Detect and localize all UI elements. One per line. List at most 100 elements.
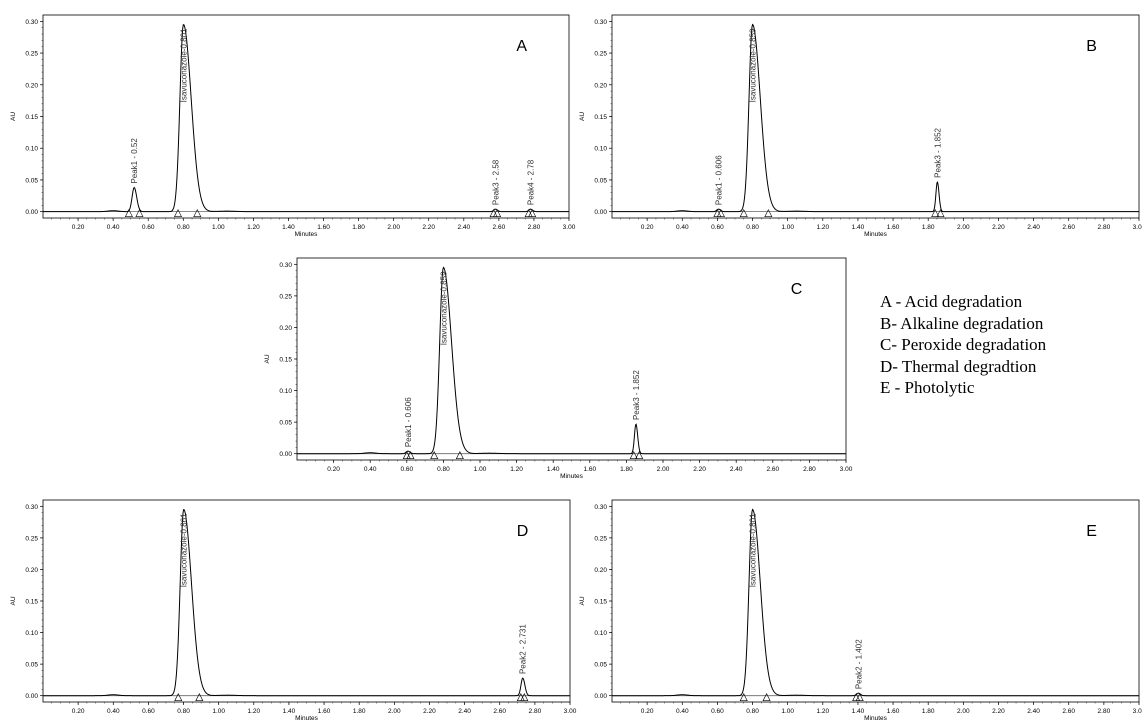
panel-d-peak-label-peak2-2-731: Peak2 - 2.731 — [519, 624, 528, 674]
panel-b-ytick-label: 0.20 — [594, 82, 607, 89]
panel-a-xtick-label: 3.00 — [563, 224, 576, 231]
panel-d-baseline-marker — [520, 693, 529, 701]
panel-e-peak-label-peak2-1-402: Peak2 - 1.402 — [854, 639, 863, 689]
panel-d-xtick-label: 1.00 — [212, 708, 225, 715]
panel-e-xtick-label: 1.20 — [816, 708, 829, 715]
panel-c-baseline-marker — [629, 451, 638, 459]
panel-a-baseline-marker — [528, 208, 537, 217]
panel-d-xtick-label: 3.00 — [564, 708, 577, 715]
panel-b-ytick-label: 0.05 — [594, 177, 607, 184]
panel-a-xtick-label: 0.60 — [142, 224, 155, 231]
panel-b-signal-trace — [612, 23, 1139, 213]
panel-a-xtick-label: 2.20 — [422, 224, 435, 231]
panel-d-ylabel: AU — [10, 596, 17, 605]
panel-d-xtick-label: 0.60 — [142, 708, 155, 715]
panel-a-ytick-label: 0.25 — [25, 51, 38, 58]
panel-c-ytick-label: 0.20 — [279, 325, 292, 332]
panel-b-xtick-label: 2.00 — [957, 224, 970, 231]
panel-a-xtick-label: 2.00 — [387, 224, 400, 231]
panel-a-ylabel: AU — [10, 112, 17, 121]
panel-b-ytick-label: 0.10 — [594, 146, 607, 153]
panel-c-xtick-label: 2.60 — [766, 466, 779, 473]
panel-e-ytick-label: 0.15 — [594, 599, 607, 606]
panel-c-xtick-label: 2.40 — [730, 466, 743, 473]
panel-c-baseline-marker — [430, 451, 439, 459]
panel-b-xtick-label: 1.40 — [852, 224, 865, 231]
panel-e-xtick-label: 1.60 — [887, 708, 900, 715]
panel-b-peak-label-peak3-1-852: Peak3 - 1.852 — [933, 127, 942, 177]
panel-a-xtick-label: 2.40 — [457, 224, 470, 231]
panel-e-ylabel: AU — [579, 596, 586, 605]
panel-c-peak-label-peak3-1-852: Peak3 - 1.852 — [632, 370, 641, 420]
panel-e-xtick-label: 2.00 — [957, 708, 970, 715]
panel-b-baseline-marker — [936, 208, 945, 217]
panel-d-baseline-marker — [195, 693, 204, 701]
panel-d-ytick-label: 0.15 — [25, 599, 38, 606]
panel-e-xtick-label: 3.00 — [1133, 708, 1142, 715]
panel-e-ytick-label: 0.30 — [594, 504, 607, 511]
panel-a-xlabel: Minutes — [295, 231, 319, 238]
panel-c-ytick-label: 0.25 — [279, 293, 292, 300]
panel-b: 0.00 0.05 0.10 0.15 0.20 0.25 0.30 0.20 0.40 0.60… — [579, 14, 1142, 238]
panel-e-ytick-label: 0.05 — [594, 662, 607, 669]
panel-e-xtick-label: 2.20 — [992, 708, 1005, 715]
legend-item-acid: A - Acid degradation — [880, 292, 1023, 311]
panel-b-ytick-label: 0.00 — [594, 209, 607, 216]
panel-b-xtick-label: 0.20 — [641, 224, 654, 231]
panel-c-ytick-label: 0.15 — [279, 357, 292, 364]
panel-b-frame — [611, 14, 1140, 219]
panel-a-peak-label-isavuconazole-0-801: Isavuconazole-0.801 — [179, 28, 188, 102]
panel-b-xlabel: Minutes — [864, 231, 888, 238]
panel-b-baseline-marker — [739, 208, 748, 217]
panel-e-letter: E — [1086, 523, 1097, 540]
panel-a-peak-label-peak4-2-78: Peak4 - 2.78 — [526, 159, 535, 205]
panel-c-xtick-label: 1.20 — [510, 466, 523, 473]
panel-d-ytick-label: 0.25 — [25, 535, 38, 542]
panel-c-xlabel: Minutes — [560, 473, 584, 480]
panel-c: 0.00 0.05 0.10 0.15 0.20 0.25 0.30 0.20 0.40 0.60… — [264, 257, 853, 480]
panel-d-baseline-marker — [174, 693, 183, 701]
panel-b-baseline-marker — [716, 208, 725, 217]
panel-a-peak-label-peak3-2-58: Peak3 - 2.58 — [491, 159, 500, 205]
panel-c-baseline-marker — [455, 451, 464, 459]
panel-e-ytick-label: 0.25 — [594, 535, 607, 542]
panel-d-signal-trace — [43, 509, 570, 697]
panel-c-xtick-label: 2.00 — [657, 466, 670, 473]
panel-d-xlabel: Minutes — [295, 715, 319, 722]
panel-e-ytick-label: 0.00 — [594, 693, 607, 700]
panel-c-xtick-label: 1.00 — [474, 466, 487, 473]
panel-c-xtick-label: 2.20 — [693, 466, 706, 473]
legend-item-peroxide: C- Peroxide degradation — [880, 335, 1047, 354]
panel-d-xtick-label: 2.80 — [529, 708, 542, 715]
condition-legend: A - Acid degradation B- Alkaline degrada… — [880, 291, 1046, 399]
panel-a-ytick-label: 0.10 — [25, 146, 38, 153]
panel-c-ylabel: AU — [264, 354, 271, 363]
panel-b-xtick-label: 3.00 — [1133, 224, 1142, 231]
panel-b-xtick-label: 1.60 — [887, 224, 900, 231]
panel-a-ytick-label: 0.00 — [25, 209, 38, 216]
panel-d-xtick-label: 0.40 — [107, 708, 120, 715]
panel-a-ytick-label: 0.15 — [25, 114, 38, 121]
panel-a-baseline-marker — [493, 208, 502, 217]
panel-a-baseline-marker — [135, 208, 144, 217]
panel-b-xtick-label: 1.00 — [781, 224, 794, 231]
panel-c-peak-label-peak1-0-606: Peak1 - 0.606 — [404, 397, 413, 447]
panel-e-xtick-label: 0.40 — [676, 708, 689, 715]
panel-d-xtick-label: 1.60 — [318, 708, 331, 715]
panel-b-baseline-marker — [931, 208, 940, 217]
panel-d-ytick-label: 0.20 — [25, 567, 38, 574]
panel-e-xtick-label: 1.40 — [852, 708, 865, 715]
panel-e-xtick-label: 1.00 — [781, 708, 794, 715]
panel-c-ytick-label: 0.10 — [279, 388, 292, 395]
panel-a-xtick-label: 0.80 — [177, 224, 190, 231]
panel-d-xtick-label: 2.20 — [423, 708, 436, 715]
panel-c-xtick-label: 3.00 — [840, 466, 853, 473]
panel-d-ytick-label: 0.05 — [25, 662, 38, 669]
panel-d-letter: D — [517, 523, 529, 540]
panel-d-ytick-label: 0.10 — [25, 630, 38, 637]
panel-e-baseline-marker — [762, 693, 771, 701]
panel-d-xtick-label: 1.80 — [353, 708, 366, 715]
panel-b-peak-label-peak1-0-606: Peak1 - 0.606 — [714, 155, 723, 205]
panel-b-xtick-label: 0.60 — [711, 224, 724, 231]
panel-e-peak-label-isavuconazole-0-801: Isavuconazole-0.801 — [749, 513, 758, 587]
